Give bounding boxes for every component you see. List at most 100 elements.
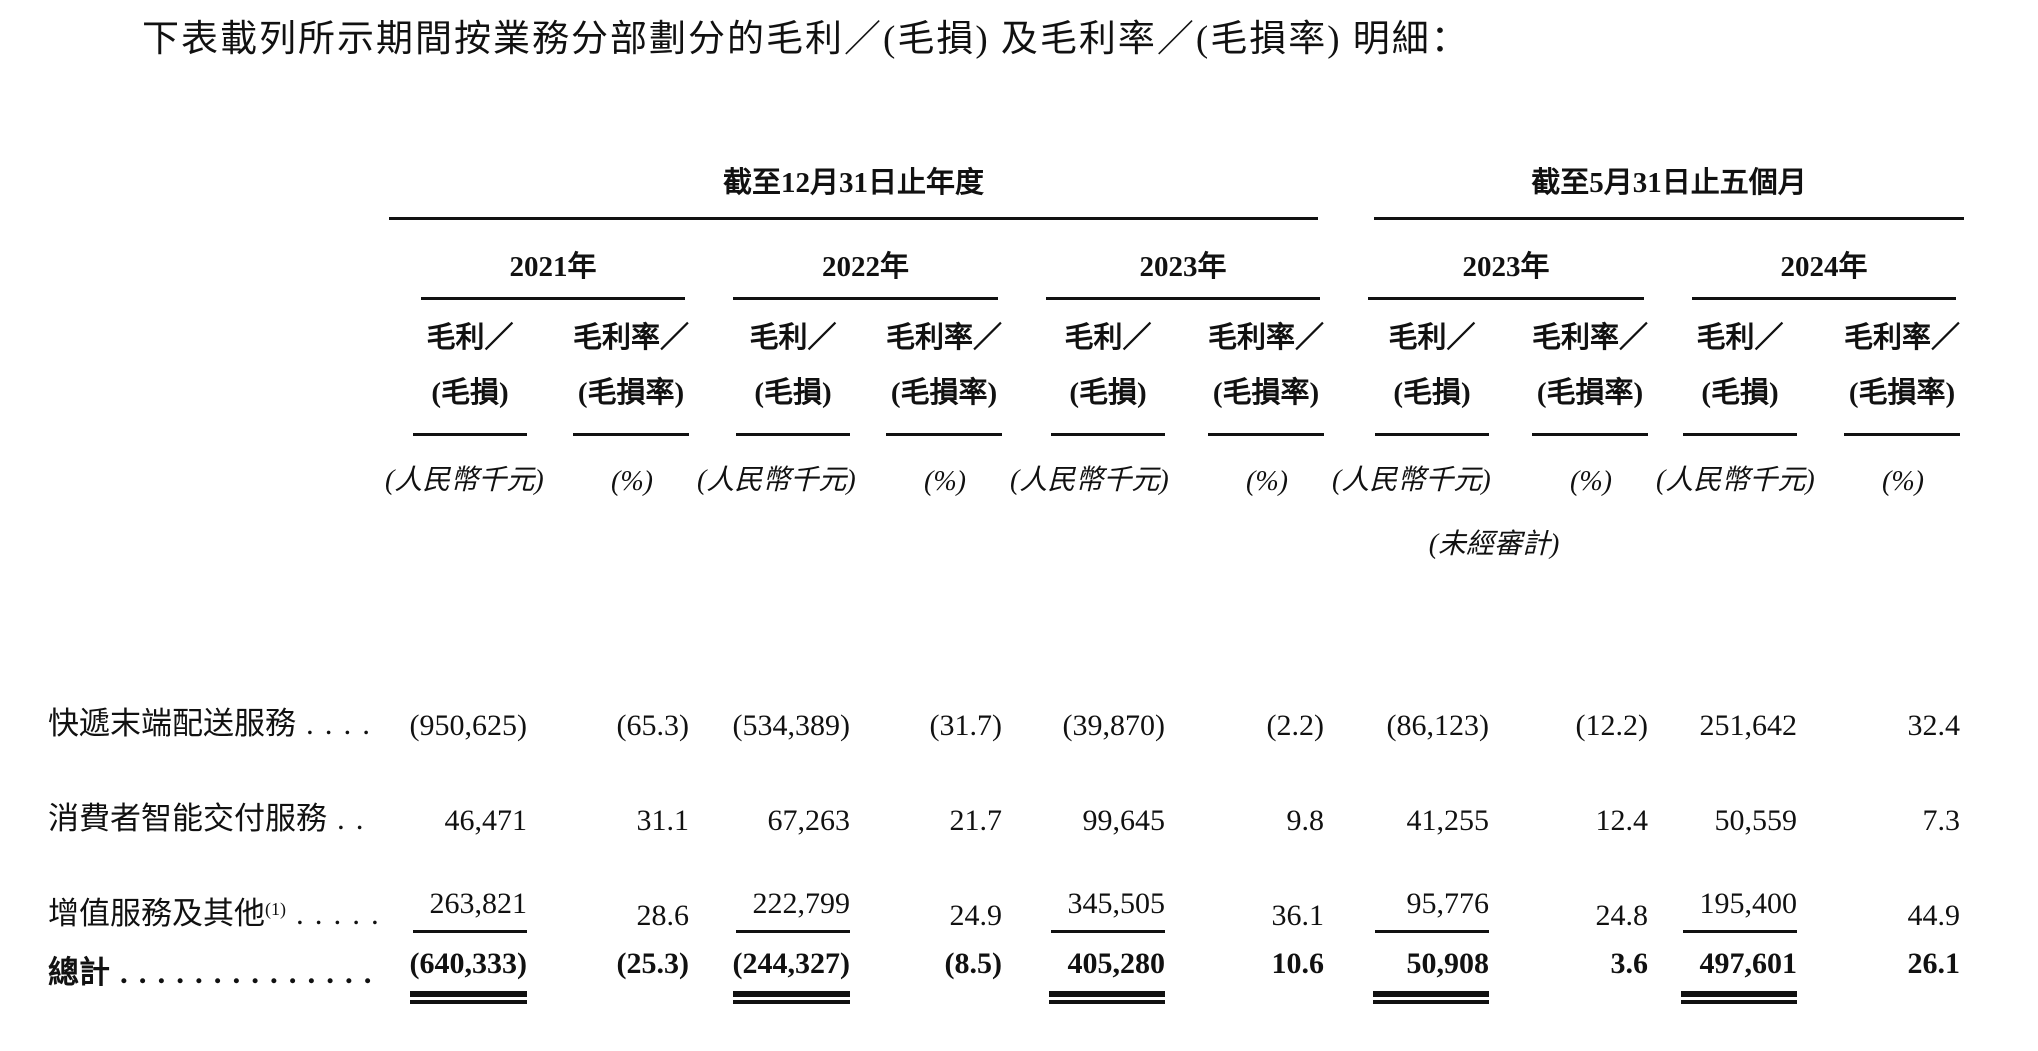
cell-pct-2023: 10.6	[1271, 947, 1325, 981]
cell-subheader-pct: 毛利率／ (毛損率)	[858, 300, 1010, 437]
year-header-2023-five-months: 2023年	[1368, 243, 1645, 301]
document-page: 下表載列所示期間按業務分部劃分的毛利／(毛損) 及毛利率／(毛損率) 明細： 截…	[0, 16, 2038, 1051]
table-row-consumer-smart-delivery: 消費者智能交付服務.. 46,471 31.1 67,263 21.7 99,6…	[0, 743, 2038, 838]
cell-unit-pct: (%)	[1497, 436, 1656, 498]
row-label: 增值服務及其他(1).....	[48, 896, 390, 932]
subheader-margin: 毛利率／ (毛損率)	[572, 311, 689, 437]
empty-cell	[1968, 743, 2038, 838]
cell-pct-2023-5m: 12.4	[1595, 804, 1649, 838]
empty-cell	[1968, 648, 2038, 743]
cell-subheader-pct: 毛利率／ (毛損率)	[1805, 300, 1968, 437]
cell-unit-amount: (人民幣千元)	[1332, 436, 1497, 498]
cell-pct-2024: 7.3	[1922, 804, 1961, 838]
empty-cell	[0, 564, 2038, 648]
empty-cell	[1968, 436, 2038, 498]
subheader-margin: 毛利率／ (毛損率)	[1208, 311, 1325, 437]
cell-year-2022: 2022年	[697, 220, 1010, 301]
cell-subheader-amount: 毛利／ (毛損)	[697, 300, 858, 437]
cell-unit-amount: (人民幣千元)	[697, 436, 858, 498]
subheader-amount: 毛利／ (毛損)	[1051, 311, 1165, 437]
cell-pct-2022: 24.9	[949, 899, 1003, 933]
table-row-total: 總計.............. (640,333) (25.3) (244,3…	[0, 933, 2038, 1051]
cell-group-five-months: 截至5月31日止五個月	[1332, 116, 1968, 221]
table-row-period-groups: 截至12月31日止年度 截至5月31日止五個月	[0, 116, 2038, 221]
cell-amount-2021: 46,471	[444, 804, 528, 838]
empty-cell	[1968, 300, 2038, 436]
empty-cell	[1656, 498, 2038, 564]
year-header-2022: 2022年	[733, 243, 998, 301]
table-row-spacer	[0, 564, 2038, 648]
dot-leader: ....	[306, 706, 381, 742]
cell-amount-2022: (244,327)	[697, 933, 858, 1051]
cell-year-2024: 2024年	[1656, 220, 1968, 301]
cell-unit-amount: (人民幣千元)	[385, 436, 544, 498]
subheader-amount: 毛利／ (毛損)	[1375, 311, 1490, 437]
year-header-2023: 2023年	[1046, 243, 1321, 301]
cell-pct-2023: (2.2)	[1266, 709, 1325, 743]
cell-amount-2024: 251,642	[1699, 709, 1798, 743]
unit-percent: (%)	[611, 466, 653, 498]
cell-amount-2021: 263,821	[385, 838, 535, 934]
unaudited-note: (未經審計)	[1428, 529, 1560, 561]
dot-leader: ..	[337, 801, 375, 837]
empty-cell	[1968, 933, 2038, 1051]
unit-rmb-thousand: (人民幣千元)	[385, 465, 544, 497]
empty-cell	[0, 220, 385, 300]
cell-pct-2022: 21.7	[949, 804, 1003, 838]
column-group-annual: 截至12月31日止年度	[389, 159, 1319, 221]
gross-profit-table: 截至12月31日止年度 截至5月31日止五個月 2021年 2022年 2023…	[0, 116, 2038, 1051]
cell-pct-2024: 26.1	[1907, 947, 1961, 981]
cell-amount-2023: (39,870)	[1062, 709, 1165, 743]
cell-amount-2023-5m: 95,776	[1332, 838, 1497, 934]
subheader-amount: 毛利／ (毛損)	[1683, 311, 1798, 437]
year-header-2021: 2021年	[421, 243, 685, 301]
cell-pct-2021: (25.3)	[616, 947, 689, 981]
cell-pct-2023-5m: (12.2)	[1575, 709, 1649, 743]
cell-pct-2024: 32.4	[1907, 709, 1961, 743]
subheader-margin: 毛利率／ (毛損率)	[1844, 311, 1961, 437]
cell-subheader-amount: 毛利／ (毛損)	[1656, 300, 1805, 437]
cell-subheader-amount: 毛利／ (毛損)	[385, 300, 535, 437]
unit-percent: (%)	[924, 466, 966, 498]
cell-subheader-amount: 毛利／ (毛損)	[1332, 300, 1497, 437]
unit-rmb-thousand: (人民幣千元)	[1656, 465, 1815, 497]
unit-percent: (%)	[1246, 466, 1288, 498]
cell-amount-2023: 345,505	[1010, 838, 1173, 934]
subheader-amount: 毛利／ (毛損)	[413, 311, 527, 437]
unit-percent: (%)	[1882, 466, 1925, 498]
table-row-subheaders: 毛利／ (毛損) 毛利率／ (毛損率) 毛利／ (毛損) 毛利率／ (毛損率) 毛利／(…	[0, 300, 2038, 437]
empty-cell	[0, 300, 385, 436]
cell-amount-2021: (950,625)	[409, 709, 527, 743]
empty-cell	[0, 498, 1332, 564]
cell-subheader-pct: 毛利率／ (毛損率)	[535, 300, 697, 437]
page-title: 下表載列所示期間按業務分部劃分的毛利／(毛損) 及毛利率／(毛損率) 明細：	[142, 19, 1470, 60]
empty-cell	[0, 116, 385, 220]
row-label: 消費者智能交付服務..	[48, 801, 375, 837]
cell-amount-2023-5m: (86,123)	[1386, 709, 1490, 743]
cell-year-2023-5m: 2023年	[1332, 220, 1656, 301]
unit-rmb-thousand: (人民幣千元)	[1332, 465, 1491, 497]
cell-subheader-pct: 毛利率／ (毛損率)	[1173, 300, 1332, 437]
cell-amount-2024: 50,559	[1714, 804, 1798, 838]
table-row-unaudited: (未經審計)	[0, 498, 2038, 564]
cell-pct-2022: (31.7)	[929, 709, 1002, 743]
dot-leader: .....	[296, 896, 390, 932]
dot-leader: ..............	[120, 955, 383, 991]
cell-unit-amount: (人民幣千元)	[1656, 436, 1815, 498]
table-row-units: (人民幣千元) (%) (人民幣千元) (%) (人民幣千元) (%) (人民幣…	[0, 436, 2038, 498]
subheader-margin: 毛利率／ (毛損率)	[885, 311, 1002, 437]
cell-pct-2023: 9.8	[1286, 804, 1325, 838]
subheader-amount: 毛利／ (毛損)	[736, 311, 850, 437]
cell-pct-2023: 36.1	[1271, 899, 1325, 933]
cell-unit-pct: (%)	[1173, 436, 1332, 498]
table-row-years: 2021年 2022年 2023年 2023年 2024年	[0, 220, 2038, 301]
cell-pct-2022: (8.5)	[944, 947, 1002, 981]
cell-amount-2023-5m: 50,908	[1332, 933, 1497, 1051]
unit-rmb-thousand: (人民幣千元)	[1010, 465, 1169, 497]
cell-pct-2023-5m: 24.8	[1595, 899, 1649, 933]
cell-year-2021: 2021年	[385, 220, 697, 301]
cell-unit-pct: (%)	[1805, 436, 1968, 498]
empty-cell	[1968, 220, 2038, 300]
unit-percent: (%)	[1570, 466, 1612, 498]
cell-pct-2021: 28.6	[636, 899, 690, 933]
